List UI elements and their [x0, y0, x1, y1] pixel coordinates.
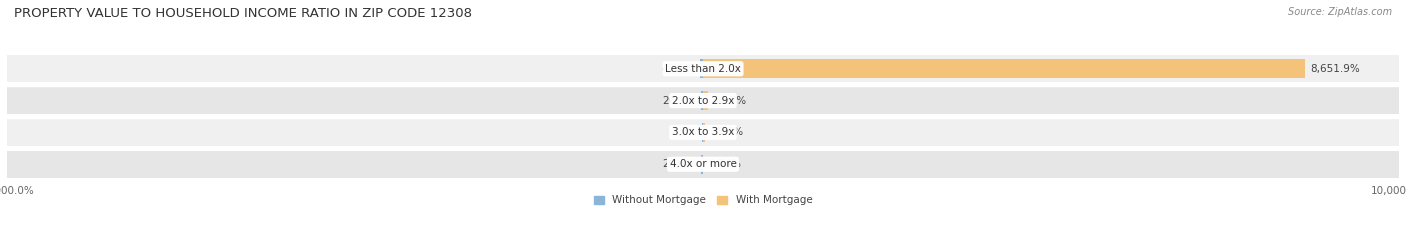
Bar [703, 91, 707, 110]
Bar [702, 91, 703, 110]
Bar [700, 59, 703, 78]
Text: Source: ZipAtlas.com: Source: ZipAtlas.com [1288, 7, 1392, 17]
Text: PROPERTY VALUE TO HOUSEHOLD INCOME RATIO IN ZIP CODE 12308: PROPERTY VALUE TO HOUSEHOLD INCOME RATIO… [14, 7, 472, 20]
Bar [7, 87, 1399, 114]
Bar [703, 123, 704, 142]
Text: 3.0x to 3.9x: 3.0x to 3.9x [672, 127, 734, 137]
Text: 26.1%: 26.1% [662, 96, 696, 106]
Bar [702, 155, 703, 174]
Legend: Without Mortgage, With Mortgage: Without Mortgage, With Mortgage [593, 195, 813, 205]
Text: 2.0x to 2.9x: 2.0x to 2.9x [672, 96, 734, 106]
Text: 4.0x or more: 4.0x or more [669, 159, 737, 169]
Text: 43.0%: 43.0% [661, 64, 695, 74]
Bar [7, 151, 1399, 178]
Text: 68.7%: 68.7% [713, 96, 747, 106]
Text: 8,651.9%: 8,651.9% [1310, 64, 1361, 74]
Text: 7.2%: 7.2% [671, 127, 697, 137]
Text: Less than 2.0x: Less than 2.0x [665, 64, 741, 74]
Bar [7, 55, 1399, 82]
Text: 0.34%: 0.34% [709, 159, 741, 169]
Text: 23.4%: 23.4% [662, 159, 696, 169]
Text: 23.6%: 23.6% [710, 127, 744, 137]
Bar [703, 59, 1305, 78]
Bar [7, 119, 1399, 146]
